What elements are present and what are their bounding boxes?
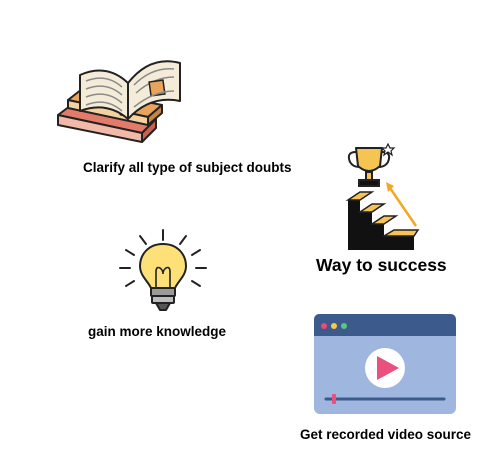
lightbulb-icon <box>118 228 208 316</box>
feature-label-doubts: Clarify all type of subject doubts <box>83 160 292 175</box>
window-dot-red-icon <box>321 323 327 329</box>
trophy-stairs-icon <box>342 140 422 252</box>
books-icon <box>52 45 197 145</box>
feature-label-knowledge: gain more knowledge <box>88 324 227 339</box>
play-icon <box>377 356 399 380</box>
feature-label-video: Get recorded video source <box>300 427 472 442</box>
window-dot-green-icon <box>341 323 347 329</box>
feature-label-success: Way to success <box>316 255 447 275</box>
progress-handle <box>332 394 336 404</box>
window-dot-yellow-icon <box>331 323 337 329</box>
video-player-icon <box>314 314 456 414</box>
